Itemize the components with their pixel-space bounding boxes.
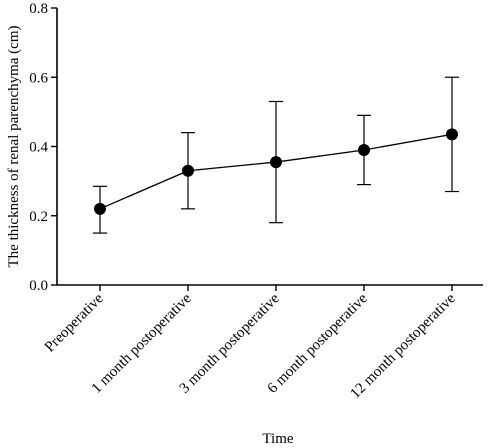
- y-tick-label: 0.6: [29, 70, 48, 86]
- y-tick-label: 0.4: [29, 140, 48, 156]
- data-point: [270, 156, 282, 169]
- data-point: [182, 164, 194, 177]
- y-axis: 0.0 0.2 0.4 0.6 0.8: [29, 1, 58, 294]
- x-axis-title: Time: [262, 431, 293, 447]
- y-axis-title: The thickness of renal parenchyma (cm): [6, 26, 22, 268]
- data-point: [446, 128, 458, 141]
- error-bars: [93, 76, 459, 234]
- x-tick-label: 3 month postoperative: [177, 290, 283, 396]
- x-tick-label: 1 month postoperative: [89, 290, 195, 396]
- y-tick-label: 0.2: [29, 209, 48, 225]
- y-tick-label: 0.8: [29, 1, 48, 17]
- y-tick-label: 0.0: [29, 278, 48, 294]
- x-tick-label: Preoperative: [42, 290, 107, 355]
- data-point: [358, 143, 370, 156]
- data-point: [94, 202, 106, 215]
- series: [94, 128, 458, 215]
- x-tick-label: 6 month postoperative: [265, 290, 371, 396]
